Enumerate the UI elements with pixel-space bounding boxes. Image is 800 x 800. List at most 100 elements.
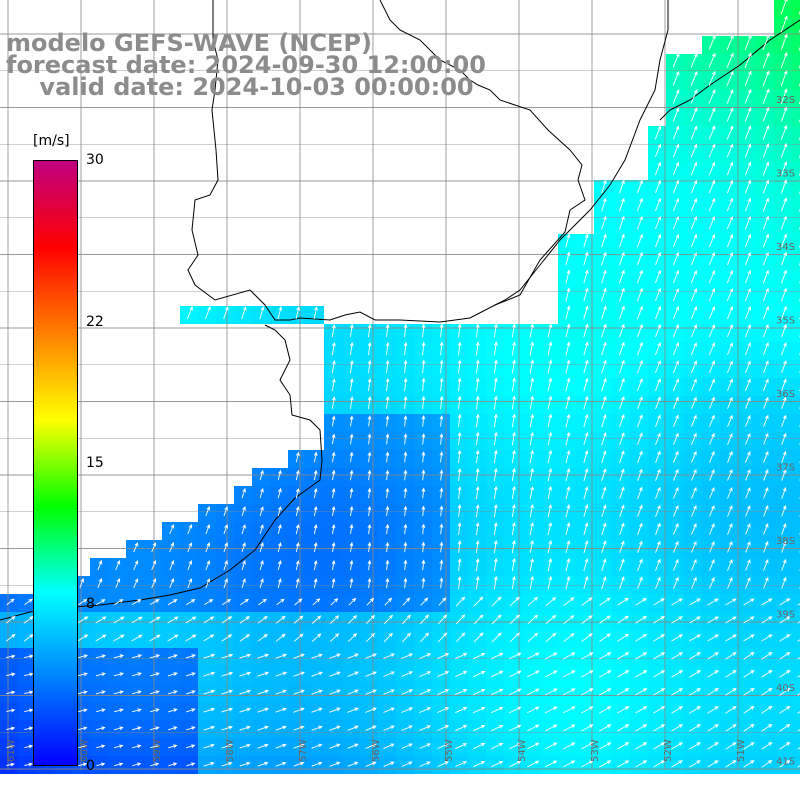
wind-cell [792,522,800,540]
wind-arrow [565,413,571,428]
wind-arrow [690,125,698,140]
wind-arrow [726,324,733,338]
wind-arrow [257,743,269,749]
wind-arrow [673,504,679,517]
wind-arrow [511,341,516,356]
wind-arrow [763,523,769,535]
wind-arrow [636,179,643,194]
wind-arrow [547,522,553,536]
wind-arrow [457,522,462,535]
lat-tick-label: 38S [776,536,795,547]
wind-arrow [114,744,124,749]
wind-arrow [726,125,734,140]
wind-arrow [598,706,612,714]
wind-arrow [241,306,247,320]
wind-arrow [744,324,751,338]
wind-arrow [655,486,661,499]
wind-arrow [672,52,680,68]
wind-arrow [259,523,264,535]
wind-arrow [311,633,322,642]
wind-arrow [637,468,643,481]
coastline-south [0,324,323,621]
wind-arrow [349,359,354,374]
wind-arrow [439,323,444,338]
wind-arrow [601,486,607,500]
wind-arrow [779,687,791,696]
wind-arrow [598,652,612,660]
wind-arrow [707,652,719,660]
wind-arrow [383,725,395,731]
wind-arrow [365,689,378,695]
wind-arrow [636,287,643,302]
wind-arrow [601,251,607,266]
wind-arrow [421,341,426,356]
wind-arrow [547,504,553,518]
wind-arrow [744,88,752,104]
wind-cell [792,396,800,414]
wind-arrow [709,432,715,445]
wind-arrow [295,306,301,320]
wind-arrow [511,539,516,554]
wind-arrow [547,323,553,338]
wind-arrow [347,707,359,713]
wind-arrow [580,706,594,714]
wind-arrow [691,558,697,571]
wind-arrow [131,616,143,624]
wind-arrow [293,743,305,749]
wind-cell [792,558,800,576]
wind-arrow [708,251,716,266]
wind-arrow [637,558,643,571]
wind-arrow [403,577,408,589]
wind-arrow [329,689,341,695]
wind-arrow [526,742,540,750]
wind-arrow [583,287,589,302]
wind-arrow [762,161,770,176]
coastline [0,0,800,621]
wind-arrow [726,88,734,104]
wind-arrow [744,287,751,302]
wind-arrow [763,468,769,481]
wind-arrow [781,342,787,356]
wind-arrow [583,486,589,500]
wind-arrow [439,505,444,517]
lat-tick-label: 37S [776,463,795,474]
wind-arrow [421,541,426,553]
wind-arrow [689,724,701,732]
wind-arrow [185,599,196,606]
wind-arrow [562,706,576,714]
wind-arrow [653,706,666,714]
wind-arrow [654,269,661,284]
wind-arrow [601,287,607,302]
wind-cell [792,630,800,648]
wind-arrow [347,671,360,677]
wind-arrow [403,541,408,553]
wind-arrow [293,615,304,624]
wind-arrow [707,742,719,750]
wind-arrow [187,578,193,589]
wind-arrow [690,233,698,248]
wind-arrow [690,269,698,284]
wind-arrow [527,596,539,607]
wind-arrow [78,744,88,749]
wind-arrow [762,287,769,302]
wind-arrow [707,724,719,732]
wind-arrow [331,469,336,481]
wind-arrow [491,596,502,607]
wind-arrow [239,671,252,677]
wind-arrow [744,34,752,51]
wind-arrow [526,688,540,696]
wind-arrow [565,359,571,374]
wind-arrow [781,504,787,517]
wind-arrow [601,305,607,320]
wind-arrow [672,107,680,122]
wind-arrow [580,688,594,696]
wind-arrow [690,107,698,122]
wind-arrow [744,106,752,122]
wind-arrow [385,377,390,392]
wind-arrow [637,378,643,392]
wind-arrow [529,341,535,356]
wind-arrow [690,287,698,302]
wind-arrow [401,632,412,643]
wind-arrow [367,523,372,535]
wind-arrow [293,653,305,659]
